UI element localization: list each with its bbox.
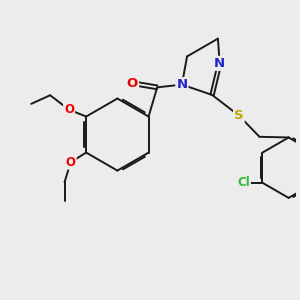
Text: O: O — [66, 156, 76, 169]
Text: N: N — [176, 78, 188, 91]
Text: Cl: Cl — [237, 176, 250, 189]
Text: N: N — [214, 57, 225, 70]
Text: O: O — [127, 77, 138, 90]
Text: O: O — [64, 103, 74, 116]
Text: S: S — [234, 109, 244, 122]
